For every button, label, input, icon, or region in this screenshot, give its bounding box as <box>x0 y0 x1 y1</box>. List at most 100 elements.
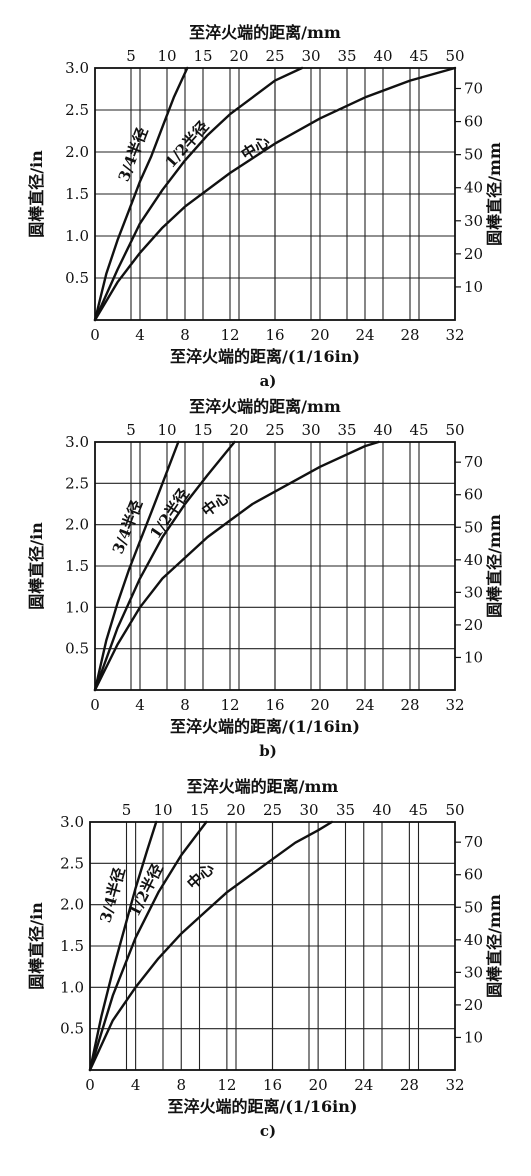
y-tick-labels: 0.5 1.0 1.5 2.0 2.5 3.0 <box>60 813 84 1038</box>
x2-tick-label: 40 <box>373 47 392 65</box>
x-tick-label: 12 <box>220 326 239 344</box>
plot-frame <box>89 821 456 1071</box>
y2-tick-label: 30 <box>464 963 483 981</box>
x2-tick-label: 25 <box>265 47 284 65</box>
y-tick-label: 2.0 <box>65 516 89 534</box>
y-tick-label: 1.0 <box>60 978 84 996</box>
x2-tick-label: 30 <box>301 421 320 439</box>
x-tick-label: 4 <box>135 696 145 714</box>
x2-tick-label: 20 <box>229 47 248 65</box>
y2-tick-label: 70 <box>464 80 483 98</box>
y2-tick-label: 50 <box>464 518 483 536</box>
y2-tick-label: 10 <box>464 648 483 666</box>
series-label: 中心 <box>198 488 233 520</box>
y-tick-label: 0.5 <box>65 640 89 658</box>
series-line-3 <box>93 440 380 692</box>
x-axis-title: 至淬火端的距离/(1/16in) <box>168 1097 358 1116</box>
x2-axis-title: 至淬火端的距离/mm <box>189 397 341 416</box>
y-tick-label: 1.0 <box>65 598 89 616</box>
series-label: 中心 <box>238 132 273 163</box>
x-tick-label: 12 <box>220 696 239 714</box>
y-axis-title: 圆棒直径/in <box>27 522 46 610</box>
x2-tick-label: 15 <box>193 47 212 65</box>
grid <box>90 822 455 1070</box>
y2-tick-label: 30 <box>464 583 483 601</box>
y2-axis-title: 圆棒直径/mm <box>485 514 504 618</box>
x2-tick-label: 45 <box>409 801 428 819</box>
y-tick-label: 1.5 <box>65 557 89 575</box>
y-tick-label: 1.0 <box>65 227 89 245</box>
x-tick-label: 24 <box>354 1076 373 1094</box>
panel-label: c) <box>260 1122 276 1140</box>
y2-tick-label: 60 <box>464 486 483 504</box>
grid <box>95 442 455 690</box>
y2-tick-label: 50 <box>464 898 483 916</box>
y-tick-label: 1.5 <box>60 937 84 955</box>
chart-panel-a: 0 4 8 12 16 20 24 28 32 5 10 15 20 25 30 35 40 45 50 0.5 1.0… <box>27 23 504 390</box>
x-tick-label: 20 <box>309 1076 328 1094</box>
y2-tick-labels: 10 20 30 40 50 60 70 <box>464 80 483 296</box>
x2-tick-label: 25 <box>265 421 284 439</box>
x2-tick-label: 35 <box>337 421 356 439</box>
x-tick-label: 8 <box>180 326 190 344</box>
x2-tick-label: 35 <box>337 47 356 65</box>
x2-tick-label: 5 <box>122 801 132 819</box>
y2-tick-label: 50 <box>464 146 483 164</box>
y2-axis-title: 圆棒直径/mm <box>485 142 504 246</box>
x-tick-label: 4 <box>135 326 145 344</box>
x2-tick-label: 15 <box>193 421 212 439</box>
chart-panel-b: 0 4 8 12 16 20 24 28 32 5 10 15 20 25 30 35 40 45 50 0.5 1.0… <box>27 397 504 760</box>
x-tick-labels: 0 4 8 12 16 20 24 28 32 <box>90 696 464 714</box>
y2-tick-label: 10 <box>464 1028 483 1046</box>
panel-label: a) <box>260 372 277 390</box>
series-line-3 <box>88 820 333 1072</box>
y2-tick-label: 20 <box>464 996 483 1014</box>
x2-tick-label: 30 <box>301 47 320 65</box>
x2-tick-label: 50 <box>445 421 464 439</box>
x-axis-title: 至淬火端的距离/(1/16in) <box>170 347 360 366</box>
series-label: 1/2半径 <box>161 117 212 171</box>
x2-tick-label: 40 <box>373 421 392 439</box>
x-tick-labels: 0 4 8 12 16 20 24 28 32 <box>90 326 464 344</box>
x2-axis-title: 至淬火端的距离/mm <box>187 777 339 796</box>
x2-tick-label: 30 <box>299 801 318 819</box>
y2-tick-labels: 10 20 30 40 50 60 70 <box>464 453 483 666</box>
y2-tick-label: 60 <box>464 866 483 884</box>
x-tick-label: 32 <box>445 326 464 344</box>
series-line-1 <box>93 440 180 692</box>
y-tick-label: 2.5 <box>65 474 89 492</box>
x2-tick-labels: 5 10 15 20 25 30 35 40 45 50 <box>126 47 464 65</box>
x-tick-label: 0 <box>85 1076 95 1094</box>
x-tick-label: 28 <box>400 1076 419 1094</box>
y2-tick-labels: 10 20 30 40 50 60 70 <box>464 833 483 1046</box>
y2-tick-label: 10 <box>464 278 483 296</box>
x-tick-label: 4 <box>131 1076 141 1094</box>
y-tick-label: 0.5 <box>60 1020 84 1038</box>
series-label: 3/4半径 <box>96 866 128 925</box>
x-tick-label: 20 <box>310 696 329 714</box>
chart-panel-c: 0 4 8 12 16 20 24 28 32 5 10 15 20 25 30 35 40 45 50 0.5 1.0… <box>27 777 504 1140</box>
x-tick-label: 12 <box>217 1076 236 1094</box>
x2-tick-label: 40 <box>372 801 391 819</box>
x2-tick-label: 15 <box>190 801 209 819</box>
y-axis-title: 圆棒直径/in <box>27 150 46 238</box>
y-tick-labels: 0.5 1.0 1.5 2.0 2.5 3.0 <box>65 59 89 287</box>
grid <box>95 68 455 320</box>
x2-tick-label: 5 <box>126 47 136 65</box>
x-tick-label: 16 <box>263 1076 282 1094</box>
x-tick-label: 0 <box>90 696 100 714</box>
y-tick-label: 3.0 <box>60 813 84 831</box>
x-tick-label: 16 <box>265 326 284 344</box>
y-tick-label: 2.5 <box>65 101 89 119</box>
y2-tick-label: 30 <box>464 212 483 230</box>
y2-tick-label: 70 <box>464 453 483 471</box>
x-axis-title: 至淬火端的距离/(1/16in) <box>170 717 360 736</box>
x-tick-label: 32 <box>445 1076 464 1094</box>
y-tick-label: 3.0 <box>65 433 89 451</box>
plot-frame <box>94 67 456 321</box>
series-label: 中心 <box>184 859 218 892</box>
x-tick-label: 8 <box>176 1076 186 1094</box>
x-tick-label: 24 <box>355 696 374 714</box>
x-tick-label: 28 <box>400 326 419 344</box>
